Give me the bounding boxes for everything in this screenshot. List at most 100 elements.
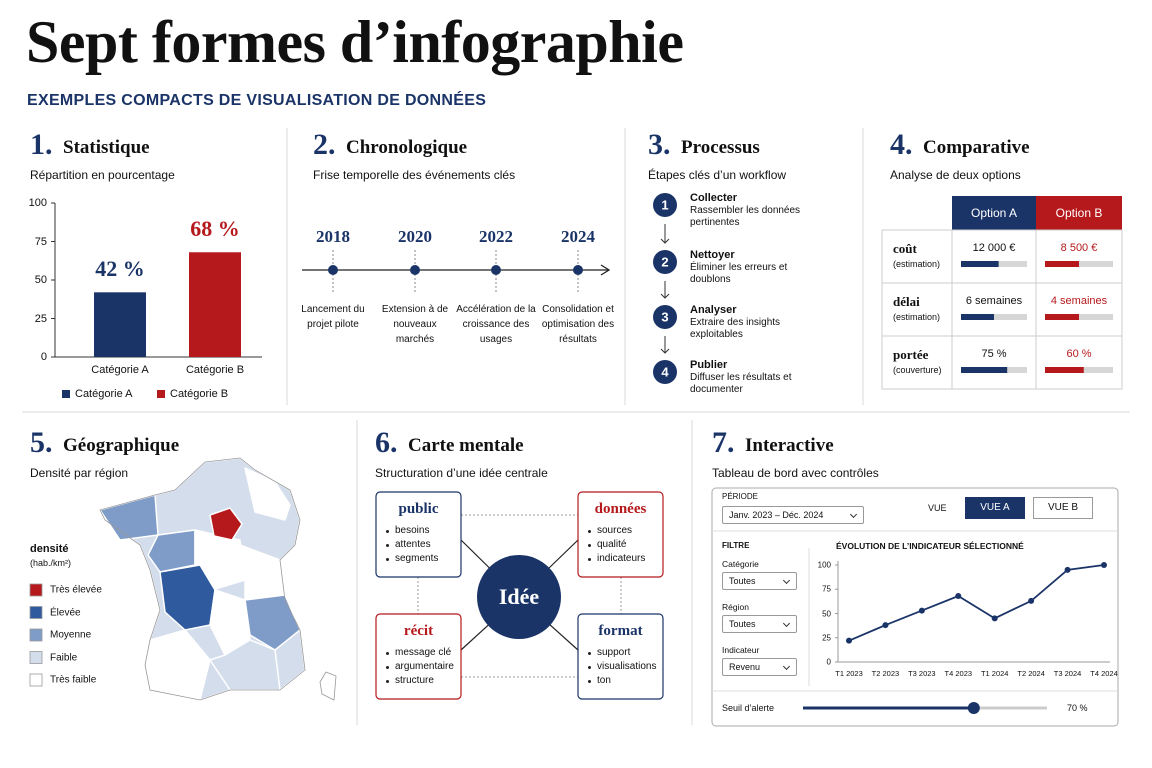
cell-value: 8 500 € [1060, 242, 1098, 254]
step-text: Éliminer les erreurs et doublons [690, 262, 788, 285]
column-header-bg [952, 196, 1036, 230]
step-title: Collecter [690, 192, 738, 204]
row-note: (estimation) [893, 259, 941, 269]
panel-number: 5. [30, 426, 53, 459]
step-title: Analyser [690, 304, 737, 316]
timeline-year: 2024 [561, 227, 595, 246]
view-button[interactable]: VUE B [1033, 497, 1093, 519]
bar-fill [961, 314, 994, 320]
legend-label: Très élevée [50, 584, 102, 596]
bar [94, 292, 146, 357]
x-tick-label: Catégorie A [91, 364, 149, 376]
cell-value: 4 semaines [1050, 295, 1108, 307]
panel-number: 2. [313, 128, 336, 161]
step-number: 3 [661, 309, 669, 325]
panel-subtitle: Tableau de bord avec contrôles [712, 466, 879, 480]
node-item: qualité [588, 539, 626, 550]
panel-subtitle: Analyse de deux options [890, 168, 1021, 182]
period-select[interactable]: Janv. 2023 – Déc. 2024 [722, 506, 864, 524]
x-tick-label: T2 2024 [1017, 669, 1045, 678]
filter-label: Catégorie [722, 559, 759, 569]
y-tick-label: 0 [826, 657, 831, 667]
panel-subtitle: Densité par région [30, 466, 129, 480]
step-number: 4 [661, 364, 669, 380]
page-subtitle: EXEMPLES COMPACTS DE VISUALISATION DE DO… [27, 92, 487, 109]
filter-select[interactable]: Revenu [722, 658, 797, 676]
view-button[interactable]: VUE A [965, 497, 1025, 519]
filter-select[interactable]: Toutes [722, 572, 797, 590]
timeline-year: 2020 [398, 227, 432, 246]
line-point [955, 593, 962, 600]
dashboard-frame [711, 487, 1119, 727]
y-tick-label: 75 [34, 235, 47, 248]
timeline-dot [410, 265, 420, 275]
node-title: données [594, 501, 647, 517]
france-map [99, 457, 337, 701]
y-tick-label: 100 [817, 560, 831, 570]
step-arrowhead [660, 348, 670, 354]
node-title: format [598, 623, 643, 639]
x-tick-label: T1 2024 [980, 669, 1009, 678]
column-header: Option B [1055, 206, 1103, 220]
node-item: support [588, 647, 630, 658]
node-item: segments [386, 553, 438, 564]
node-box [375, 613, 462, 700]
node-title: récit [403, 623, 434, 639]
step-text: Diffuser les résultats et documenter [690, 372, 792, 395]
step-arrowhead [660, 293, 670, 299]
node-item: besoins [386, 525, 429, 536]
view-label: VUE [928, 503, 947, 513]
line-point [991, 615, 998, 622]
bar-fill [1045, 314, 1079, 320]
node-item: attentes [386, 539, 431, 550]
y-tick-label: 25 [34, 312, 47, 325]
legend-swatch [29, 583, 43, 597]
node-item: visualisations [588, 661, 656, 672]
slider-knob[interactable] [967, 702, 980, 714]
legend-swatch [29, 606, 43, 619]
panel-number: 4. [890, 128, 913, 161]
panel-title: Processus [681, 137, 760, 158]
separators [22, 128, 1130, 725]
x-tick-label: T1 2023 [835, 669, 863, 678]
row-frame [881, 335, 1123, 390]
panel-number: 1. [30, 128, 53, 161]
panel-subtitle: Répartition en pourcentage [30, 168, 175, 182]
cell-value: 75 % [981, 348, 1007, 360]
legend-title: densité [30, 543, 69, 555]
line-point [1028, 597, 1035, 604]
x-tick-label: T4 2023 [944, 669, 973, 678]
timeline-dot [328, 265, 338, 275]
panel-title: Chronologique [346, 137, 468, 158]
node-item: message clé [386, 647, 451, 658]
node-box [577, 491, 664, 578]
step-text: Extraire des insights exploitables [690, 317, 781, 340]
panel-title: Géographique [63, 435, 180, 456]
row-label: portée [893, 347, 929, 362]
line-point [1064, 566, 1071, 573]
row-label: délai [893, 294, 920, 309]
node-box [375, 491, 462, 578]
node-item: indicateurs [588, 553, 645, 564]
node-item: ton [588, 675, 611, 686]
x-tick-label: T4 2024 [1090, 669, 1118, 678]
filter-select[interactable]: Toutes [722, 615, 797, 633]
node-item: sources [588, 525, 632, 536]
bar-fill [1045, 367, 1084, 373]
filter-label: Région [722, 602, 749, 612]
step-circle [653, 305, 677, 329]
line-point [846, 637, 852, 644]
node-box [577, 613, 664, 700]
map-region [209, 507, 243, 541]
legend-swatch [157, 390, 165, 398]
bar-fill [961, 261, 999, 267]
y-tick-label: 75 [822, 584, 831, 594]
panel-subtitle: Structuration d’une idée centrale [375, 466, 548, 480]
legend-unit: (hab./km²) [30, 558, 72, 568]
step-number: 1 [661, 197, 669, 213]
legend-swatch [29, 651, 43, 664]
value-label: 68 % [190, 216, 240, 242]
cell-value: 60 % [1066, 348, 1092, 360]
